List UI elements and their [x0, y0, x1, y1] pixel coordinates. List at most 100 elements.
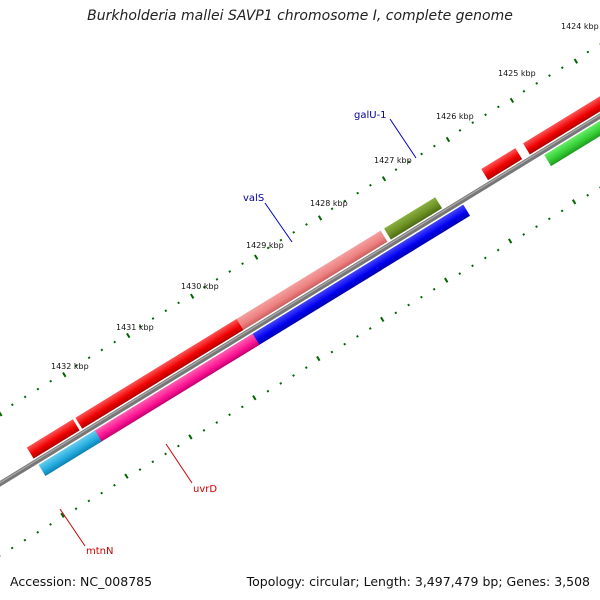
major-tick-mark [253, 254, 259, 260]
major-tick-mark [190, 293, 195, 299]
minor-tick-mark [87, 356, 91, 360]
outer-dotted-track [0, 42, 600, 417]
minor-tick-mark [279, 381, 283, 385]
minor-tick-mark [356, 334, 359, 338]
minor-tick-mark [496, 105, 500, 109]
major-tick-mark [444, 277, 449, 283]
major-tick-mark [60, 512, 65, 518]
reverse-strand-features [38, 113, 600, 476]
gene-green-feature[interactable] [544, 113, 600, 167]
minor-tick-mark [368, 327, 372, 330]
minor-tick-mark [343, 199, 347, 203]
chromosome-backbone [0, 78, 600, 522]
forward-strand-features [26, 91, 600, 459]
minor-tick-mark [369, 183, 372, 187]
major-tick-mark [381, 176, 387, 182]
gene-label-valS[interactable]: valS [243, 193, 264, 204]
uvrD-leader [165, 443, 193, 484]
minor-tick-mark [420, 295, 423, 299]
minor-tick-mark [586, 193, 590, 197]
minor-tick-mark [560, 209, 564, 213]
minor-tick-mark [548, 74, 551, 77]
gene-label-galU-1[interactable]: galU-1 [354, 110, 387, 121]
minor-tick-mark [177, 301, 180, 305]
gene-red-feature-1[interactable] [26, 419, 80, 459]
minor-tick-mark [10, 403, 14, 407]
minor-tick-mark [240, 405, 244, 409]
major-tick-mark [62, 372, 67, 378]
gene-red-feature-4[interactable] [523, 91, 600, 155]
minor-tick-mark [202, 285, 206, 289]
major-tick-mark [316, 355, 321, 362]
minor-tick-mark [560, 66, 564, 70]
minor-tick-mark [266, 246, 270, 250]
rotated-map-frame [0, 42, 600, 558]
major-tick-mark [0, 411, 3, 417]
minor-tick-mark [49, 379, 53, 383]
minor-tick-mark [138, 468, 142, 471]
minor-tick-mark [305, 223, 308, 226]
major-tick-mark [126, 332, 131, 339]
minor-tick-mark [87, 499, 91, 503]
tick-label-1424: 1424 kbp [561, 22, 599, 31]
kbp-labels: 1424 kbp 1425 kbp 1426 kbp 1427 kbp 1428… [51, 22, 599, 371]
minor-tick-mark [483, 256, 487, 260]
gene-label-uvrD[interactable]: uvrD [193, 484, 217, 495]
gene-blue-feature-1[interactable] [224, 238, 415, 363]
major-tick-mark [317, 215, 323, 221]
gene-label-mtnN[interactable]: mtnN [86, 546, 113, 557]
major-tick-mark [380, 316, 385, 323]
minor-tick-mark [10, 546, 14, 550]
mtnN-leader [59, 508, 86, 547]
gene-uvrD-feature[interactable] [91, 333, 260, 444]
minor-tick-mark [279, 238, 283, 242]
major-tick-mark [124, 473, 129, 479]
gene-valS-feature[interactable] [213, 230, 388, 345]
backbone-highlight [0, 79, 600, 520]
tick-label-1427: 1427 kbp [374, 156, 412, 165]
minor-tick-mark [432, 287, 436, 291]
minor-tick-mark [215, 277, 219, 281]
minor-tick-mark [241, 262, 244, 266]
minor-tick-mark [343, 342, 347, 346]
galU-1-leader [389, 118, 417, 159]
gene-red-feature-3[interactable] [481, 148, 523, 181]
minor-tick-mark [471, 121, 475, 124]
minor-tick-mark [228, 270, 232, 273]
minor-tick-mark [292, 374, 295, 377]
minor-tick-mark [164, 452, 167, 456]
minor-tick-mark [23, 538, 27, 542]
minor-tick-mark [522, 233, 526, 236]
tick-label-1430: 1430 kbp [181, 282, 219, 291]
map-title: Burkholderia mallei SAVP1 chromosome I, … [87, 8, 513, 24]
tick-label-1429: 1429 kbp [246, 241, 284, 250]
minor-tick-mark [458, 272, 462, 276]
minor-tick-mark [496, 248, 500, 252]
minor-tick-mark [113, 483, 116, 487]
gene-blue-feature-2[interactable] [405, 204, 471, 252]
minor-tick-mark [215, 421, 219, 424]
minor-tick-mark [433, 144, 436, 148]
minor-tick-mark [177, 444, 180, 448]
major-tick-mark [188, 434, 193, 440]
valS-leader [264, 202, 293, 243]
minor-tick-mark [74, 364, 78, 367]
minor-tick-mark [471, 264, 474, 268]
minor-tick-mark [330, 207, 334, 211]
minor-tick-mark [535, 82, 539, 85]
minor-tick-mark [394, 311, 398, 315]
minor-tick-mark [420, 152, 423, 156]
tick-label-1425: 1425 kbp [498, 69, 536, 78]
minor-tick-mark [113, 340, 117, 344]
minor-tick-mark [138, 324, 142, 328]
major-tick-mark [252, 395, 257, 401]
gene-red-feature-2[interactable] [75, 318, 244, 429]
minor-tick-mark [23, 395, 27, 399]
minor-tick-mark [164, 309, 168, 313]
minor-tick-mark [356, 191, 360, 195]
tick-label-1432: 1432 kbp [51, 362, 89, 371]
minor-tick-mark [484, 113, 487, 117]
minor-tick-mark [522, 89, 526, 93]
gene-mtnN-feature[interactable] [38, 430, 102, 476]
gene-galU-1-feature[interactable] [384, 197, 443, 240]
